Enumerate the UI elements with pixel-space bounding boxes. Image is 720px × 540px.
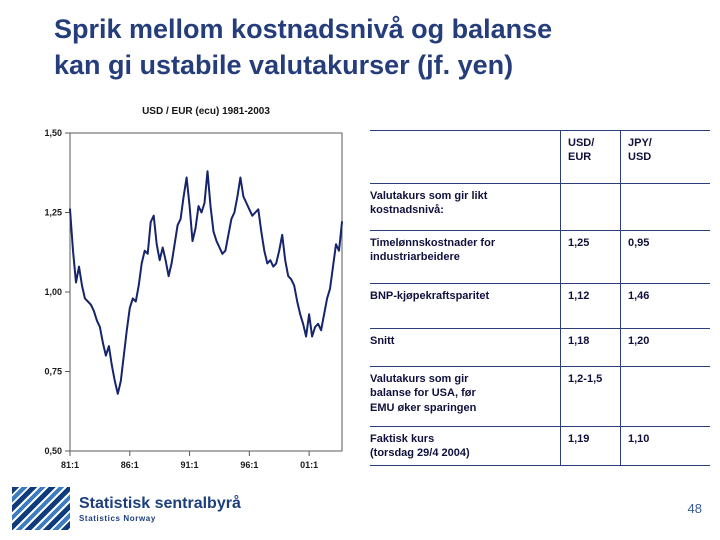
row-label: Faktisk kurs (torsdag 29/4 2004) <box>370 433 470 460</box>
cell-jpy-usd <box>620 184 710 230</box>
cell-jpy-usd <box>620 367 710 426</box>
org-name-english: Statistics Norway <box>79 513 156 523</box>
svg-text:01:1: 01:1 <box>300 460 318 470</box>
svg-text:1,25: 1,25 <box>44 208 62 218</box>
svg-text:1,00: 1,00 <box>44 287 62 297</box>
row-label: Timelønnskostnader for industriarbeidere <box>370 237 496 264</box>
svg-text:86:1: 86:1 <box>121 460 139 470</box>
org-name: Statistisk sentralbyrå <box>79 494 241 512</box>
table-row: BNP-kjøpekraftsparitet 1,12 1,46 <box>370 284 710 329</box>
row-label: Valutakurs som gir balanse for USA, før … <box>370 373 477 414</box>
exchange-rate-table: USD/ EUR JPY/ USD Valutakurs som gir lik… <box>370 130 710 466</box>
page-number: 48 <box>687 501 702 516</box>
cell-jpy-usd: 1,20 <box>620 329 710 366</box>
row-label: Snitt <box>370 335 395 347</box>
table-row: Faktisk kurs (torsdag 29/4 2004) 1,19 1,… <box>370 427 710 466</box>
cell-usd-eur: 1,2-1,5 <box>560 367 620 426</box>
cell-usd-eur: 1,25 <box>560 231 620 283</box>
svg-text:96:1: 96:1 <box>240 460 258 470</box>
col-header-usd-eur: USD/ EUR <box>560 131 620 183</box>
table-row: Timelønnskostnader for industriarbeidere… <box>370 231 710 284</box>
ssb-logo-icon <box>12 487 70 530</box>
svg-text:1,50: 1,50 <box>44 128 62 138</box>
cell-jpy-usd: 0,95 <box>620 231 710 283</box>
svg-text:0,50: 0,50 <box>44 446 62 456</box>
row-label: Valutakurs som gir likt kostnadsnivå: <box>370 190 488 217</box>
table-header-row: USD/ EUR JPY/ USD <box>370 131 710 184</box>
slide-title: Sprik mellom kostnadsnivå og balanse kan… <box>54 14 553 80</box>
svg-text:0,75: 0,75 <box>44 367 62 377</box>
cell-usd-eur <box>560 184 620 230</box>
chart-title: USD / EUR (ecu) 1981-2003 <box>142 106 270 117</box>
cell-usd-eur: 1,18 <box>560 329 620 366</box>
row-label: BNP-kjøpekraftsparitet <box>370 290 490 302</box>
svg-text:81:1: 81:1 <box>61 460 79 470</box>
usd-eur-chart: USD / EUR (ecu) 1981-2003 1,50 1,25 1,00 0,… <box>28 106 358 473</box>
cell-usd-eur: 1,12 <box>560 284 620 328</box>
cell-jpy-usd: 1,10 <box>620 427 710 465</box>
svg-text:91:1: 91:1 <box>181 460 199 470</box>
table-row: Snitt 1,18 1,20 <box>370 329 710 367</box>
cell-usd-eur: 1,19 <box>560 427 620 465</box>
org-block: Statistisk sentralbyrå Statistics Norway <box>79 495 241 523</box>
chart-plot: 1,50 1,25 1,00 0,75 0,50 81:1 86:1 91:1 96:1 01:1 <box>44 128 343 470</box>
cell-jpy-usd: 1,46 <box>620 284 710 328</box>
table-row: Valutakurs som gir likt kostnadsnivå: <box>370 184 710 231</box>
table-row: Valutakurs som gir balanse for USA, før … <box>370 367 710 427</box>
header-spacer <box>370 131 560 183</box>
footer: Statistisk sentralbyrå Statistics Norway <box>12 487 241 530</box>
col-header-jpy-usd: JPY/ USD <box>620 131 710 183</box>
